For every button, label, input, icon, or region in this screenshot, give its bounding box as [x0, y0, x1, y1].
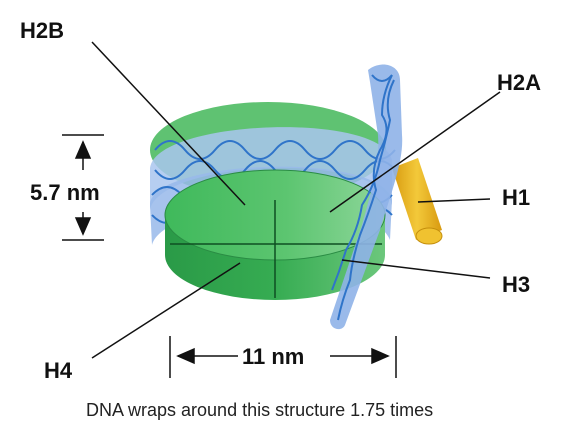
histone-core-front	[164, 169, 386, 300]
leader-lines	[91, 41, 501, 359]
height-dimension	[62, 134, 104, 241]
h1-histone	[392, 158, 443, 245]
label-h2b: H2B	[20, 18, 64, 43]
width-label: 11 nm	[242, 344, 304, 369]
height-label: 5.7 nm	[30, 180, 100, 205]
label-h4: H4	[44, 358, 73, 383]
label-h1: H1	[502, 185, 530, 210]
dna-exit-strand	[330, 64, 403, 330]
caption: DNA wraps around this structure 1.75 tim…	[86, 400, 433, 420]
label-h3: H3	[502, 272, 530, 297]
width-dimension	[169, 336, 397, 378]
label-h2a: H2A	[497, 70, 541, 95]
